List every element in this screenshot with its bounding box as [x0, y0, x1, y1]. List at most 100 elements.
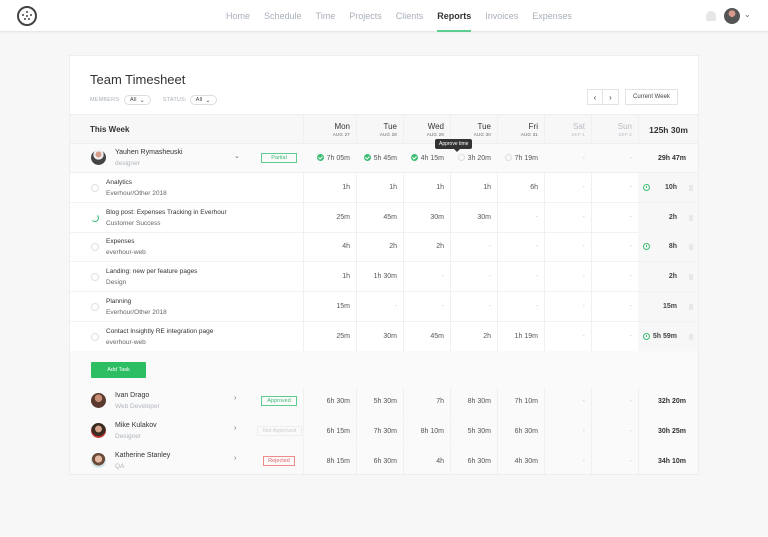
- task-name[interactable]: Analytics: [106, 179, 133, 186]
- user-avatar[interactable]: [724, 8, 740, 24]
- task-day-cell[interactable]: -: [403, 291, 450, 321]
- chevron-down-icon[interactable]: ⌄: [744, 10, 751, 19]
- delete-task-icon[interactable]: [689, 214, 693, 221]
- task-day-cell[interactable]: -: [591, 291, 638, 321]
- task-day-cell[interactable]: 2h: [403, 232, 450, 262]
- task-day-cell[interactable]: -: [403, 262, 450, 292]
- timer-icon[interactable]: [643, 332, 650, 340]
- approve-check-icon[interactable]: [504, 154, 512, 161]
- status-filter-dropdown[interactable]: All ⌄: [189, 95, 217, 105]
- member-row[interactable]: Mike Kulakov Designer › Not Approved 6h 1…: [70, 417, 698, 446]
- task-day-cell[interactable]: -: [450, 262, 497, 292]
- task-day-cell[interactable]: -: [497, 202, 544, 232]
- nav-projects[interactable]: Projects: [349, 11, 382, 21]
- task-day-cell[interactable]: 15m: [303, 291, 356, 321]
- task-day-cell[interactable]: 1h: [356, 173, 403, 202]
- approved-check-icon[interactable]: [363, 154, 371, 161]
- task-day-cell[interactable]: -: [591, 202, 638, 232]
- task-name[interactable]: Planning: [106, 297, 132, 305]
- nav-time[interactable]: Time: [315, 11, 336, 21]
- task-day-cell[interactable]: 1h: [450, 173, 497, 202]
- delete-task-icon[interactable]: [689, 274, 693, 281]
- task-day-cell[interactable]: 1h: [403, 173, 450, 202]
- member-day-cell: 8h 10m: [403, 417, 450, 446]
- nav-clients[interactable]: Clients: [395, 11, 424, 21]
- nav-invoices[interactable]: Invoices: [485, 11, 519, 21]
- member-row[interactable]: Katherine Stanley QA › Rejected 8h 15m 6h …: [70, 447, 698, 476]
- task-name[interactable]: Contact Insightly RE integration page: [106, 327, 214, 335]
- task-day-cell[interactable]: 2h: [450, 321, 497, 351]
- task-day-cell[interactable]: 30m: [450, 202, 497, 232]
- task-day-cell[interactable]: 1h: [303, 262, 356, 292]
- task-day-cell[interactable]: 1h 30m: [356, 262, 403, 292]
- task-day-cell[interactable]: 25m: [303, 321, 356, 351]
- task-day-cell[interactable]: -: [497, 262, 544, 292]
- task-day-cell[interactable]: 45m: [403, 321, 450, 351]
- delete-task-icon[interactable]: [689, 303, 693, 310]
- task-day-cell[interactable]: -: [450, 291, 497, 321]
- task-day-cell[interactable]: -: [544, 321, 591, 351]
- task-day-cell[interactable]: 30m: [403, 202, 450, 232]
- task-checkbox[interactable]: [91, 273, 99, 282]
- approved-check-icon[interactable]: [410, 154, 418, 161]
- task-day-cell[interactable]: -: [591, 232, 638, 262]
- task-day-cell[interactable]: -: [544, 262, 591, 292]
- task-day-cell[interactable]: 1h 19m: [497, 321, 544, 351]
- expand-member-chevron-icon[interactable]: ›: [234, 455, 237, 462]
- task-total: 5h 59m: [652, 332, 677, 340]
- task-day-cell[interactable]: 2h: [356, 232, 403, 262]
- task-name[interactable]: Blog post: Expenses Tracking in Everhour: [106, 208, 227, 216]
- nav-home[interactable]: Home: [226, 11, 251, 21]
- task-day-cell[interactable]: 6h: [497, 173, 544, 202]
- task-day-cell[interactable]: -: [544, 232, 591, 262]
- approved-check-icon[interactable]: [316, 154, 324, 161]
- grand-total: 125h 30m: [638, 115, 698, 143]
- expand-member-chevron-icon[interactable]: ›: [234, 395, 237, 402]
- nav-reports[interactable]: Reports: [437, 0, 472, 32]
- add-task-button[interactable]: Add Task: [91, 362, 146, 378]
- task-day-cell[interactable]: 25m: [303, 202, 356, 232]
- timer-icon[interactable]: [643, 243, 650, 251]
- task-day-cell[interactable]: -: [497, 291, 544, 321]
- task-day-cell[interactable]: -: [356, 291, 403, 321]
- task-name[interactable]: Expenses: [106, 238, 135, 246]
- task-checkbox[interactable]: [91, 184, 99, 192]
- approve-check-icon[interactable]: [457, 154, 465, 161]
- nav-schedule[interactable]: Schedule: [264, 11, 302, 21]
- task-day-cell[interactable]: -: [544, 173, 591, 202]
- member-day-cell: 7h: [403, 387, 450, 416]
- current-week-button[interactable]: Current Week: [625, 89, 678, 105]
- delete-task-icon[interactable]: [689, 333, 693, 340]
- task-checkbox[interactable]: [91, 302, 99, 311]
- member-day-cell: 5h 30m: [450, 417, 497, 446]
- task-day-cell[interactable]: 4h: [303, 232, 356, 262]
- task-day-cell[interactable]: -: [544, 291, 591, 321]
- member-row[interactable]: Ivan Drago Web Developer › Approved 6h 30…: [70, 387, 698, 416]
- previous-week-button[interactable]: ‹: [587, 89, 603, 105]
- task-day-cell[interactable]: -: [591, 321, 638, 351]
- task-checkbox[interactable]: [91, 332, 99, 341]
- task-day-cell[interactable]: -: [497, 232, 544, 262]
- day-cell: 7h 05m: [303, 144, 356, 172]
- next-week-button[interactable]: ›: [603, 89, 619, 105]
- timer-icon[interactable]: [643, 184, 650, 191]
- members-filter-dropdown[interactable]: All ⌄: [123, 95, 151, 105]
- notifications-bell-icon[interactable]: [706, 11, 716, 21]
- member-day-cell: 7h 30m: [356, 417, 403, 446]
- logo-icon[interactable]: [17, 6, 37, 26]
- delete-task-icon[interactable]: [689, 185, 693, 191]
- in-progress-icon[interactable]: [91, 213, 99, 222]
- expand-member-chevron-icon[interactable]: ›: [234, 425, 237, 432]
- task-name[interactable]: Landing: new per feature pages: [106, 268, 198, 276]
- task-day-cell[interactable]: -: [450, 232, 497, 262]
- task-day-cell[interactable]: 30m: [356, 321, 403, 351]
- task-checkbox[interactable]: [91, 243, 99, 252]
- task-day-cell[interactable]: 45m: [356, 202, 403, 232]
- collapse-member-chevron-icon[interactable]: ⌄: [234, 153, 240, 160]
- task-day-cell[interactable]: -: [591, 173, 638, 202]
- task-day-cell[interactable]: 1h: [303, 173, 356, 202]
- delete-task-icon[interactable]: [689, 244, 693, 251]
- task-day-cell[interactable]: -: [544, 202, 591, 232]
- nav-expenses[interactable]: Expenses: [532, 11, 572, 21]
- task-day-cell[interactable]: -: [591, 262, 638, 292]
